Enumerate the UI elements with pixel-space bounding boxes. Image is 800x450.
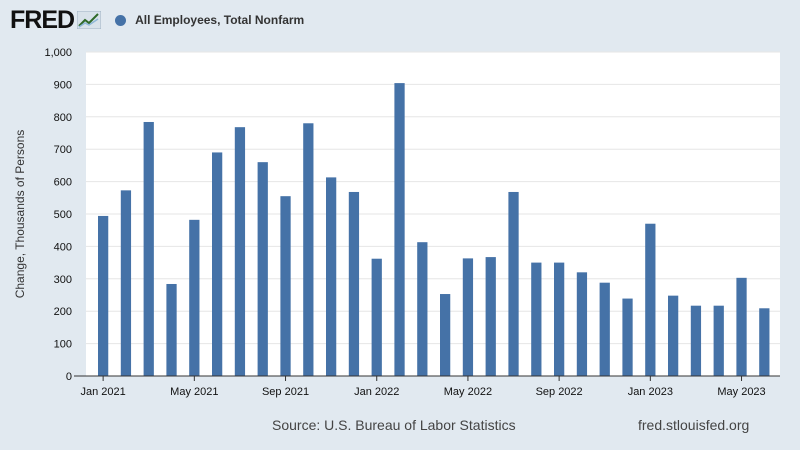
- bar-chart: 0 100 200 300 400 500 600 700 800 900 1,000 Change,…: [13, 47, 780, 398]
- bar: [622, 298, 633, 376]
- bar: [371, 258, 382, 376]
- x-tick-label: May 2022: [444, 386, 492, 398]
- x-tick-label: May 2021: [170, 386, 218, 398]
- x-tick-label: Sep 2022: [536, 386, 583, 398]
- bar: [736, 277, 747, 376]
- bar: [485, 257, 496, 376]
- bar: [554, 262, 565, 376]
- y-axis-label: Change, Thousands of Persons: [13, 130, 27, 299]
- y-tick-label: 500: [54, 209, 72, 221]
- bar: [303, 123, 314, 376]
- x-tick-label: Jan 2022: [354, 386, 399, 398]
- bar: [212, 152, 223, 376]
- legend-swatch: [115, 14, 127, 26]
- bar: [280, 196, 291, 376]
- bar: [668, 295, 679, 376]
- graph-icon: [77, 11, 102, 29]
- fred-logo-text: FRED: [10, 5, 75, 34]
- bar: [98, 215, 109, 376]
- bar: [531, 262, 542, 376]
- bar: [166, 283, 177, 376]
- x-tick-label: Sep 2021: [262, 386, 309, 398]
- x-tick-label: Jan 2023: [628, 386, 673, 398]
- bar: [462, 258, 474, 376]
- fred-logo[interactable]: FRED: [10, 5, 102, 35]
- bar: [690, 305, 702, 376]
- bar: [234, 127, 246, 376]
- bar: [189, 219, 200, 376]
- bar: [576, 272, 588, 376]
- bar: [417, 242, 428, 376]
- bar: [645, 223, 656, 376]
- source-note: Source: U.S. Bureau of Labor Statistics: [272, 417, 516, 433]
- bar: [440, 294, 451, 376]
- x-tick-label: Jan 2021: [80, 386, 125, 398]
- y-tick-label: 100: [54, 339, 72, 351]
- bar: [508, 191, 519, 376]
- bar: [143, 121, 154, 376]
- legend: All Employees, Total Nonfarm: [115, 13, 304, 27]
- y-tick-label: 300: [54, 274, 72, 286]
- y-tick-label: 800: [54, 112, 72, 124]
- chart-header: FRED All Employees, Total Nonfarm: [10, 6, 304, 34]
- legend-label: All Employees, Total Nonfarm: [135, 13, 305, 27]
- bar: [326, 177, 337, 376]
- bar: [120, 190, 132, 376]
- bar: [713, 305, 724, 376]
- y-tick-label: 700: [54, 144, 72, 156]
- bar: [599, 282, 610, 376]
- bar: [348, 191, 360, 376]
- source-url[interactable]: fred.stlouisfed.org: [638, 417, 750, 433]
- bar: [394, 83, 405, 376]
- y-tick-label: 1,000: [44, 47, 72, 59]
- y-tick-label: 200: [54, 306, 72, 318]
- y-tick-label: 400: [54, 241, 72, 253]
- y-tick-label: 600: [54, 177, 72, 189]
- y-tick-label: 900: [54, 79, 72, 91]
- bar: [759, 308, 770, 376]
- y-tick-label: 0: [66, 371, 72, 383]
- x-tick-label: May 2023: [717, 386, 765, 398]
- bar: [257, 162, 268, 376]
